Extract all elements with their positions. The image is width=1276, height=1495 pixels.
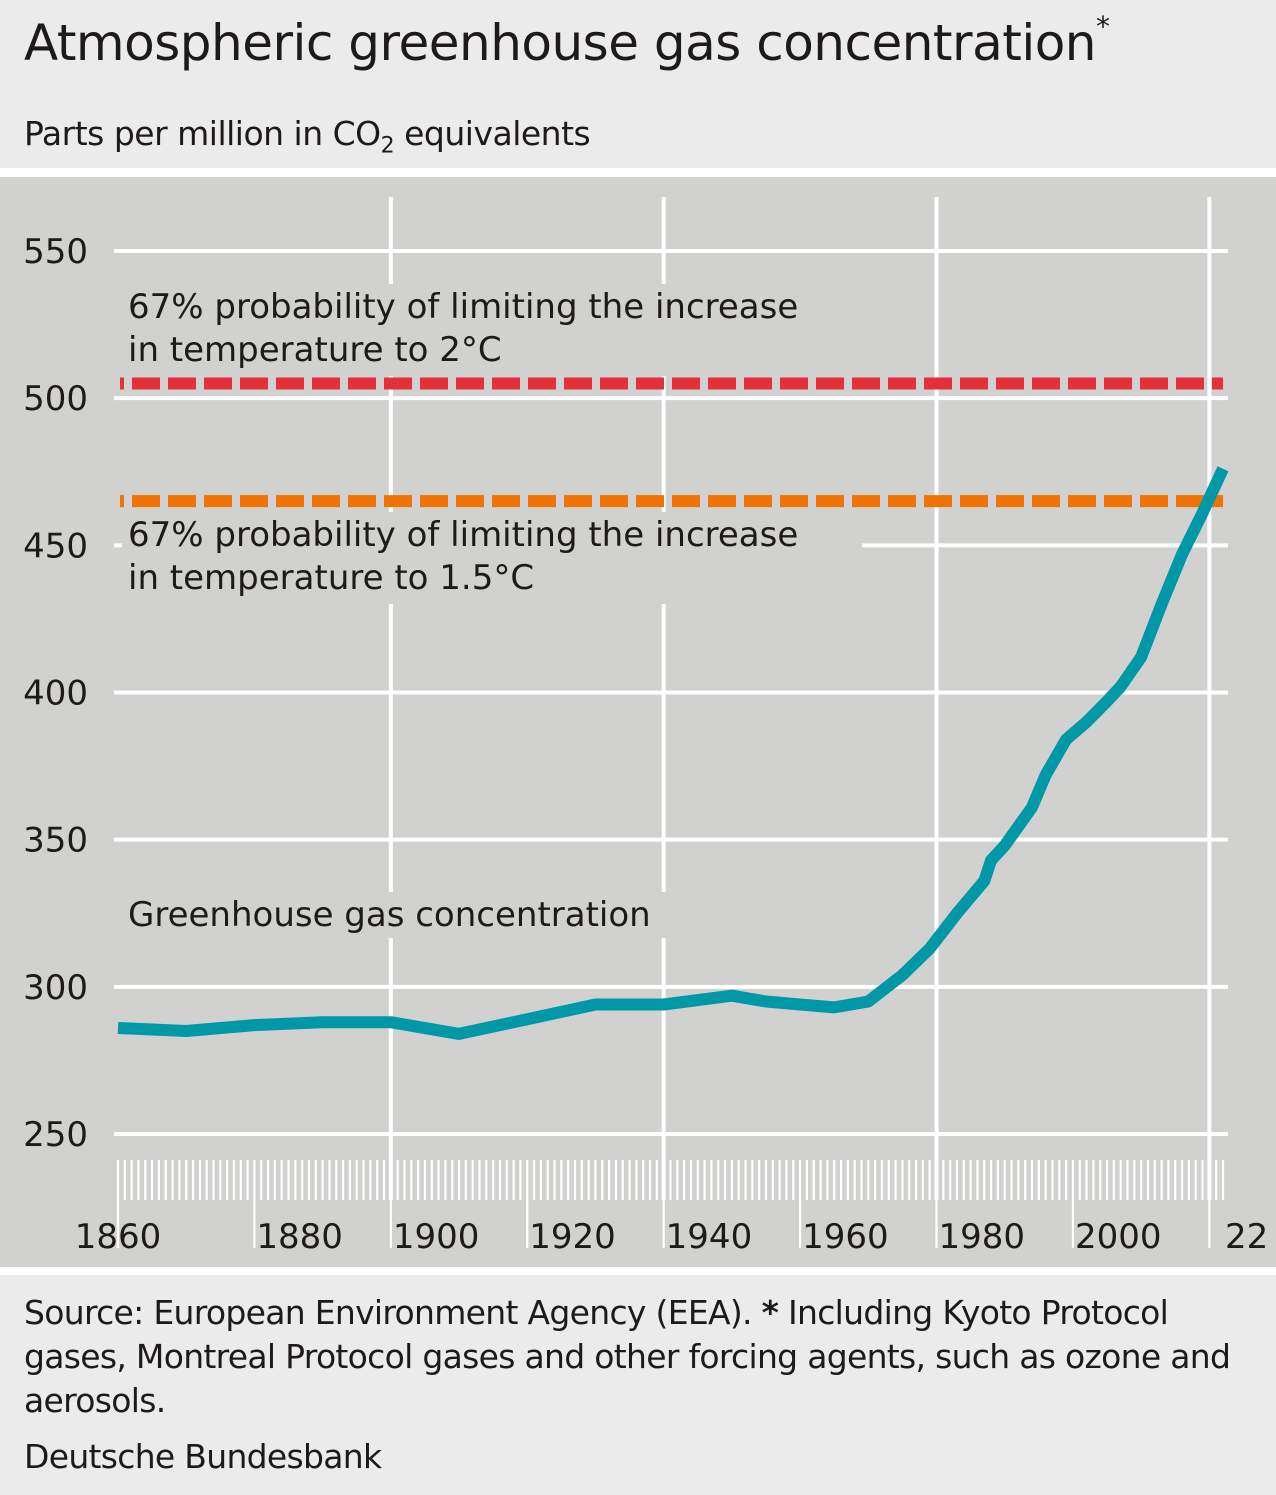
chart-subtitle: Parts per million in CO2 equivalents <box>24 114 591 159</box>
x-tick-label: 1900 <box>393 1217 480 1257</box>
subtitle-subscript: 2 <box>380 133 395 159</box>
y-tick-label: 250 <box>23 1115 88 1155</box>
annotation-background <box>122 284 862 376</box>
source-footnote-marker: * <box>761 1293 779 1332</box>
y-axis-labels: 250 300 350 400 450 500 550 <box>23 232 88 1155</box>
subtitle-text: Parts per million in CO <box>24 114 381 153</box>
x-tick-label: 1880 <box>256 1217 343 1257</box>
threshold-label: in temperature to 1.5°C <box>128 558 534 598</box>
annotation-background <box>122 512 862 604</box>
chart-title-text: Atmospheric greenhouse gas concentration <box>24 14 1097 72</box>
series-layer <box>117 466 1229 1040</box>
series-line <box>117 466 1229 1040</box>
x-tick-label: 1920 <box>529 1217 616 1257</box>
y-tick-label: 400 <box>23 674 88 714</box>
source-text: Source: European Environment Agency (EEA… <box>24 1293 762 1332</box>
title-footnote-marker: * <box>1096 10 1110 44</box>
publisher: Deutsche Bundesbank <box>24 1437 382 1476</box>
chart-title: Atmospheric greenhouse gas concentration… <box>24 10 1110 72</box>
year-ticks <box>116 1160 1225 1248</box>
threshold-label: 67% probability of limiting the increase <box>128 287 798 327</box>
horizontal-gridlines <box>114 249 1228 1136</box>
footer-divider <box>0 1267 1276 1275</box>
y-tick-label: 500 <box>23 379 88 419</box>
y-tick-label: 300 <box>23 968 88 1008</box>
threshold-annotations: 67% probability of limiting the increase… <box>122 284 862 938</box>
threshold-label: 67% probability of limiting the increase <box>128 515 798 555</box>
x-tick-label: 2000 <box>1075 1217 1162 1257</box>
header-divider <box>0 168 1276 177</box>
x-tick-label: 1960 <box>802 1217 889 1257</box>
x-axis-labels: 1860 1880 1900 1920 1940 1960 1980 2000 22 <box>75 1217 1269 1257</box>
chart-header: Atmospheric greenhouse gas concentration… <box>0 0 1276 168</box>
x-tick-label: 1980 <box>939 1217 1026 1257</box>
threshold-label: in temperature to 2°C <box>128 330 502 370</box>
subtitle-text-end: equivalents <box>394 114 591 153</box>
x-tick-label: 1940 <box>666 1217 753 1257</box>
chart-footer: Source: European Environment Agency (EEA… <box>0 1275 1276 1495</box>
source-footnote-text: Including Kyoto Protocol gases, Montreal… <box>24 1293 1231 1420</box>
y-tick-label: 550 <box>23 232 88 272</box>
y-tick-label: 450 <box>23 526 88 566</box>
series-label: Greenhouse gas concentration <box>128 895 651 935</box>
y-tick-label: 350 <box>23 821 88 861</box>
x-tick-label: 1860 <box>75 1217 162 1257</box>
threshold-lines <box>120 377 1223 508</box>
source-note: Source: European Environment Agency (EEA… <box>24 1291 1264 1423</box>
annotation-background <box>122 892 687 938</box>
x-tick-label: 22 <box>1225 1217 1268 1257</box>
